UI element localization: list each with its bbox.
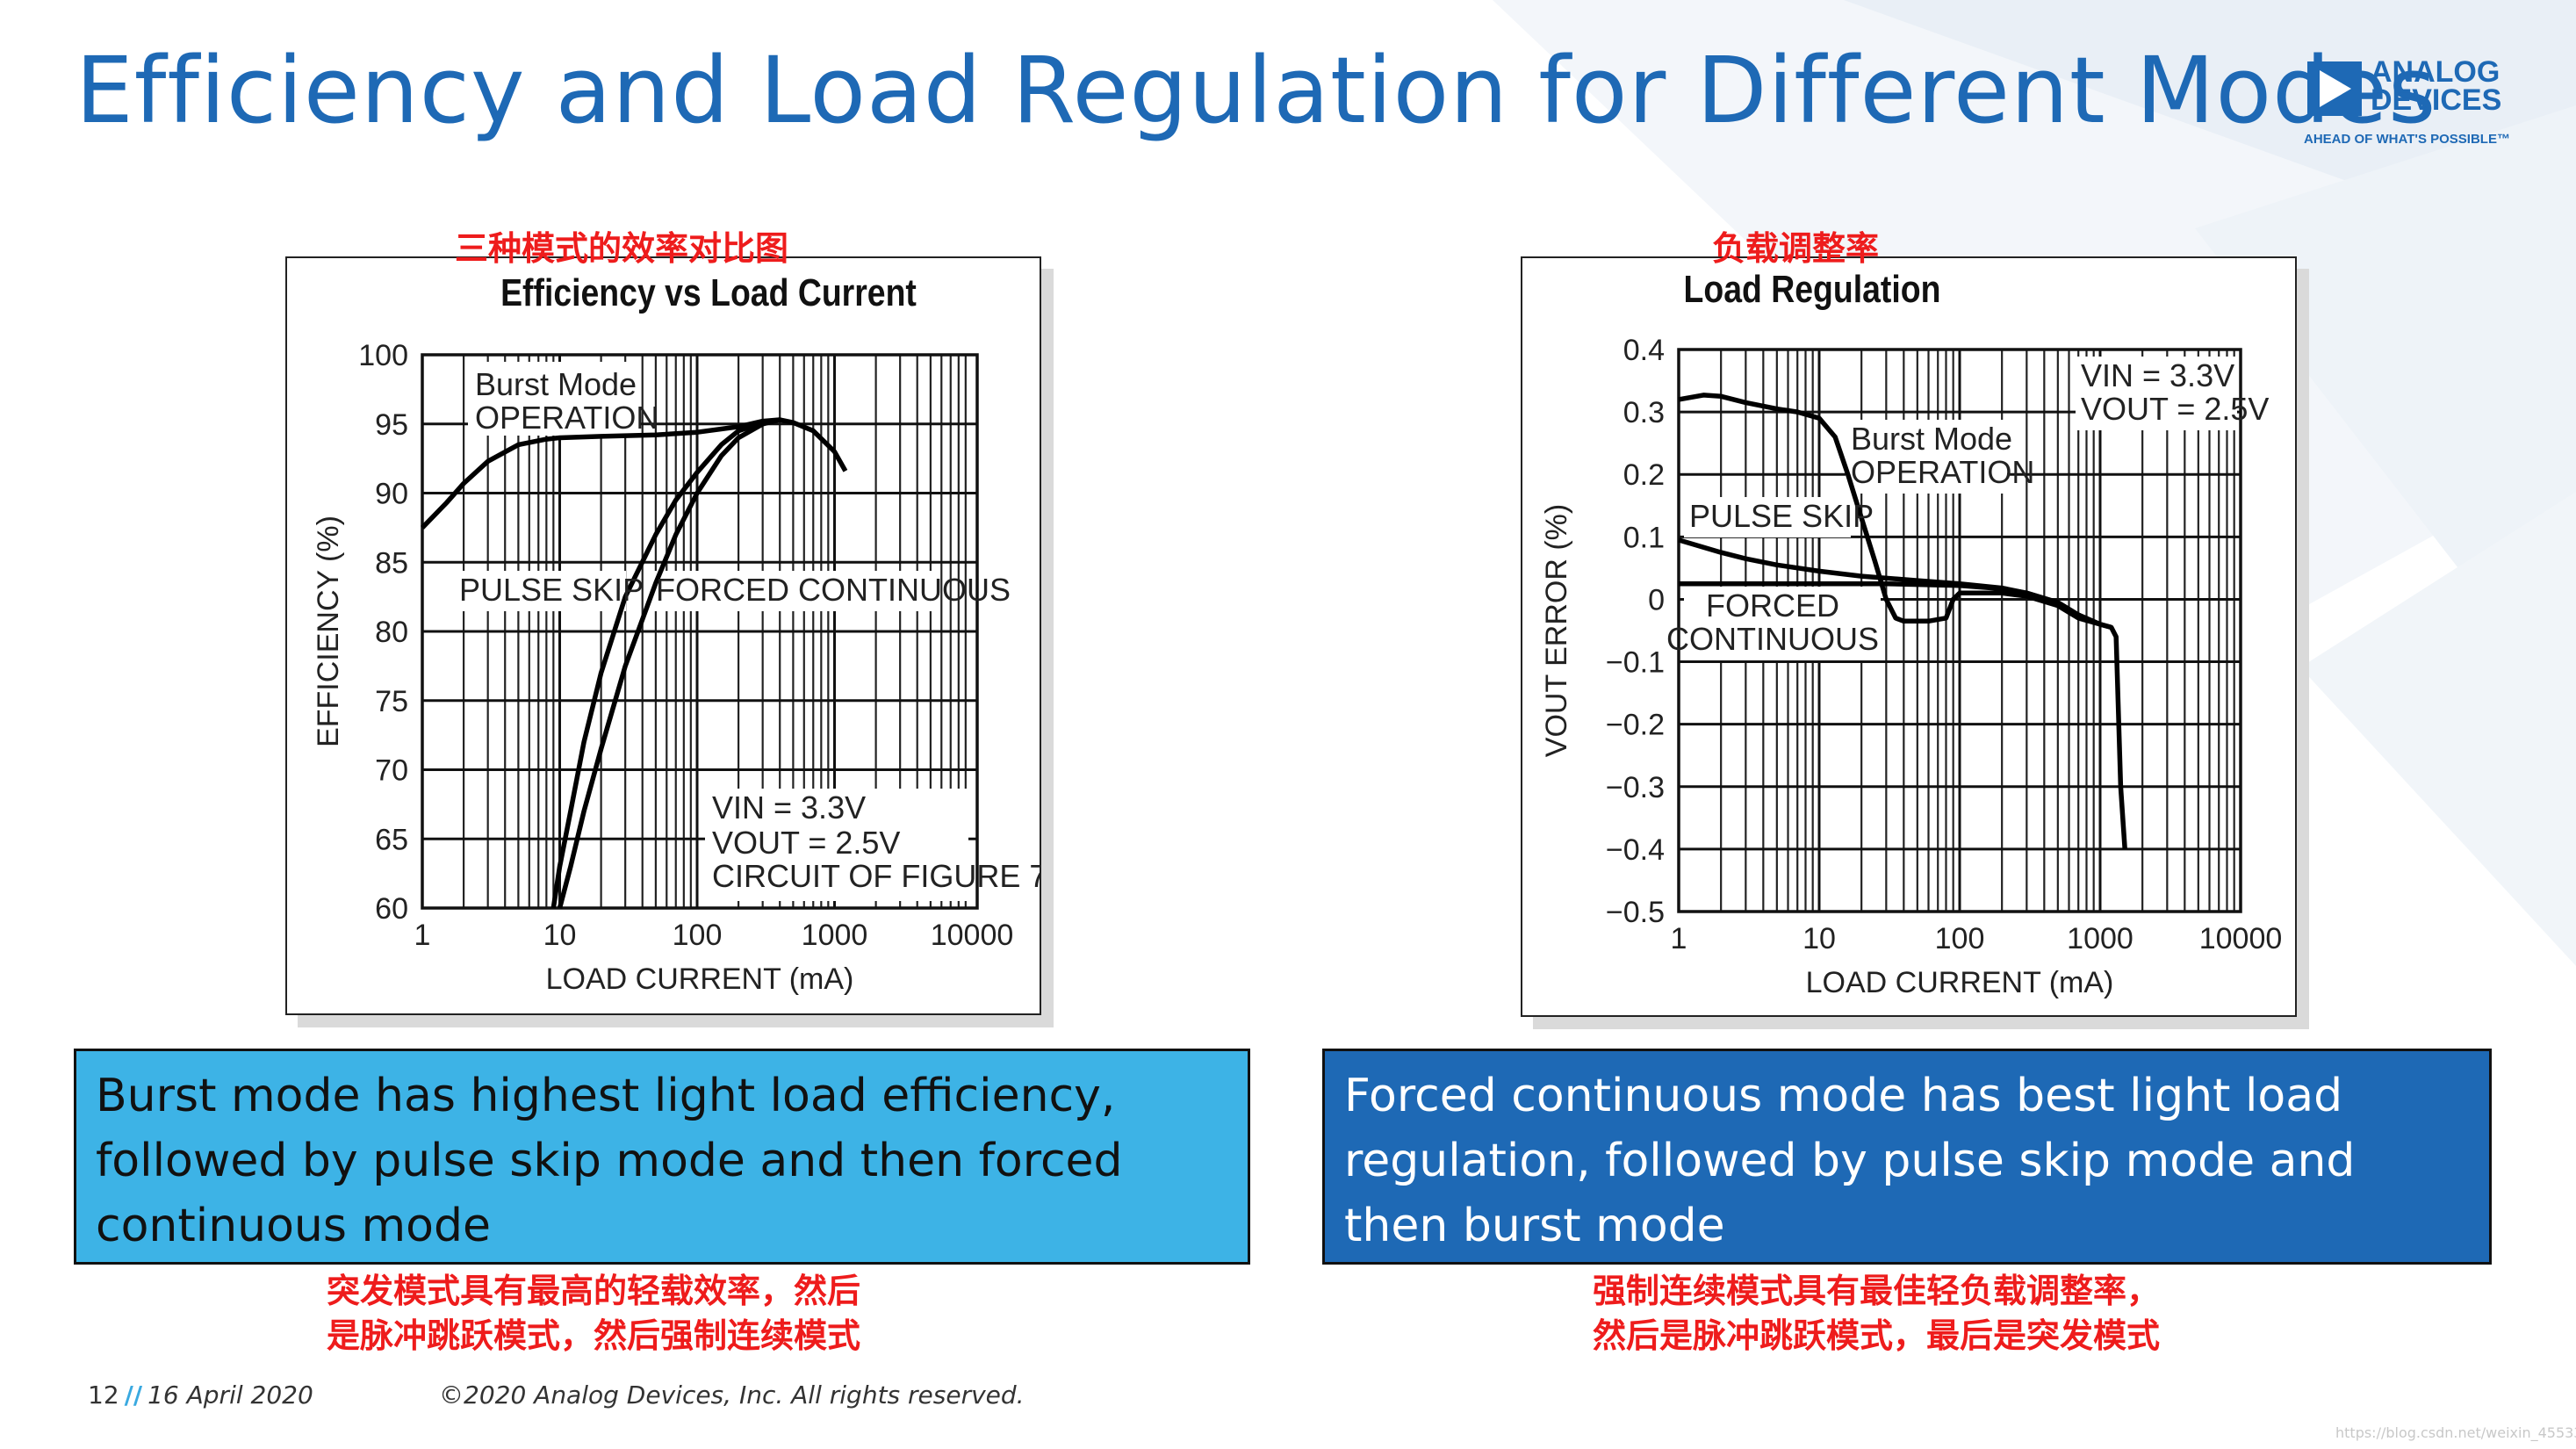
x-tick-label: 100: [673, 919, 723, 952]
annotation-text: VOUT = 2.5V: [2081, 391, 2269, 427]
annotation-text: VIN = 3.3V: [2081, 357, 2234, 393]
x-tick-label: 10: [543, 919, 577, 952]
y-tick-label: 90: [375, 478, 408, 511]
load-regulation-chart-cn-caption: 负载调整率: [1712, 229, 1880, 268]
x-tick-label: 100: [1935, 922, 1985, 955]
footer-date: 16 April 2020: [148, 1381, 313, 1409]
x-tick-label: 1: [1671, 922, 1687, 955]
y-tick-label: 60: [375, 892, 408, 926]
annotation-background: [1684, 587, 1881, 660]
series-line-2: [557, 417, 781, 909]
logo-line1: ANALOG: [2371, 55, 2500, 89]
load-regulation-chart-frame: Load Regulation 0.4 0.3 0.2 0.1 0 −0.1 −0.2 −0.3…: [1521, 256, 2297, 1017]
x-tick-label: 1000: [802, 919, 868, 952]
efficiency-summary-text: Burst mode has highest light load effici…: [96, 1070, 1123, 1252]
annotation-text: PULSE SKIP: [459, 572, 644, 608]
footer-divider-icon: //: [124, 1381, 143, 1409]
page-number: 12: [88, 1381, 119, 1409]
y-axis-label: VOUT ERROR (%): [1540, 504, 1573, 757]
y-tick-label: −0.5: [1606, 896, 1665, 929]
regulation-summary-cn-line2: 然后是脉冲跳跃模式，最后是突发模式: [1593, 1316, 2161, 1355]
regulation-summary-box: Forced continuous mode has best light lo…: [1322, 1049, 2492, 1265]
logo-tagline: AHEAD OF WHAT'S POSSIBLE™: [2304, 132, 2510, 147]
y-tick-label: 0: [1648, 583, 1665, 616]
annotation-text: OPERATION: [475, 400, 658, 436]
page-title: Efficiency and Load Regulation for Diffe…: [76, 37, 2437, 144]
annotation-background: [651, 571, 932, 611]
annotation-text: PULSE SKIP: [1689, 498, 1874, 534]
annotation-background: [1684, 497, 1851, 537]
annotation-text: Burst Mode: [475, 366, 637, 402]
chart-title: Load Regulation: [1684, 267, 1941, 311]
analog-devices-logo: ANALOG DEVICES AHEAD OF WHAT'S POSSIBLE™: [2304, 55, 2532, 155]
annotation-background: [1846, 420, 2007, 494]
annotation-text: VIN = 3.3V: [712, 789, 866, 825]
y-tick-label: −0.3: [1606, 771, 1665, 804]
y-axis-label: EFFICIENCY (%): [312, 515, 345, 747]
chart-title: Efficiency vs Load Current: [500, 270, 917, 314]
load-regulation-chart: Load Regulation 0.4 0.3 0.2 0.1 0 −0.1 −0.2 −0.3…: [1540, 267, 2283, 999]
series-line-0: [421, 417, 848, 530]
y-tick-label: −0.4: [1606, 833, 1665, 867]
efficiency-summary-box: Burst mode has highest light load effici…: [74, 1049, 1250, 1265]
annotation-text: FORCED CONTINUOUS: [656, 572, 1011, 608]
series-line-1: [550, 417, 781, 909]
efficiency-summary-cn-line2: 是脉冲跳跃模式，然后强制连续模式: [327, 1316, 861, 1355]
annotation-text: CONTINUOUS: [1666, 621, 1879, 657]
annotation-text: CIRCUIT OF FIGURE 7: [712, 858, 1040, 894]
logo-triangle-icon: [2307, 61, 2362, 116]
y-tick-label: 65: [375, 823, 408, 856]
annotation-background: [454, 571, 626, 611]
y-tick-label: 95: [375, 408, 408, 442]
y-tick-label: 80: [375, 616, 408, 649]
annotation-text: OPERATION: [1851, 454, 2034, 490]
regulation-summary-text: Forced continuous mode has best light lo…: [1344, 1070, 2356, 1252]
efficiency-chart: Efficiency vs Load Current 60 65 70 75 80 85 90…: [312, 270, 1040, 996]
plot-frame: [421, 353, 979, 910]
efficiency-chart-frame: Efficiency vs Load Current 60 65 70 75 80 85 90…: [285, 256, 1041, 1015]
efficiency-chart-cn-caption: 三种模式的效率对比图: [455, 229, 789, 268]
annotation-text: FORCED: [1706, 588, 1839, 624]
y-tick-label: 0.3: [1623, 396, 1665, 429]
footer-page-date: 12//16 April 2020: [88, 1381, 313, 1409]
y-tick-label: 0.1: [1623, 521, 1665, 554]
x-tick-label: 1: [414, 919, 431, 952]
x-tick-label: 10000: [2199, 922, 2283, 955]
annotation-background: [468, 362, 640, 436]
x-tick-label: 10000: [931, 919, 1014, 952]
efficiency-summary-cn-line1: 突发模式具有最高的轻载效率，然后: [327, 1272, 861, 1310]
series-line-2: [1679, 580, 2112, 631]
annotation-background: [705, 789, 968, 901]
x-axis-label: LOAD CURRENT (mA): [1806, 966, 2114, 999]
logo-line2: DEVICES: [2371, 83, 2502, 117]
y-tick-label: 100: [358, 339, 408, 372]
plot-frame: [1677, 348, 2242, 913]
y-tick-label: 0.2: [1623, 458, 1665, 492]
series-line-0: [1678, 393, 2127, 850]
y-tick-label: 70: [375, 754, 408, 788]
annotation-text: VOUT = 2.5V: [712, 825, 900, 861]
y-tick-label: −0.1: [1606, 646, 1665, 680]
watermark: https://blog.csdn.net/weixin_4553342: [2335, 1424, 2576, 1441]
regulation-summary-cn-line1: 强制连续模式具有最佳轻负载调整率，: [1593, 1272, 2161, 1310]
y-tick-label: 0.4: [1623, 334, 1665, 367]
x-axis-label: LOAD CURRENT (mA): [546, 962, 854, 996]
annotation-background: [2076, 357, 2237, 430]
y-tick-label: 85: [375, 546, 408, 580]
annotation-text: Burst Mode: [1851, 421, 2012, 457]
x-tick-label: 10: [1802, 922, 1836, 955]
y-tick-label: −0.2: [1606, 709, 1665, 742]
y-tick-label: 75: [375, 685, 408, 718]
x-tick-label: 1000: [2067, 922, 2133, 955]
footer-copyright: ©2020 Analog Devices, Inc. All rights re…: [439, 1381, 1025, 1409]
